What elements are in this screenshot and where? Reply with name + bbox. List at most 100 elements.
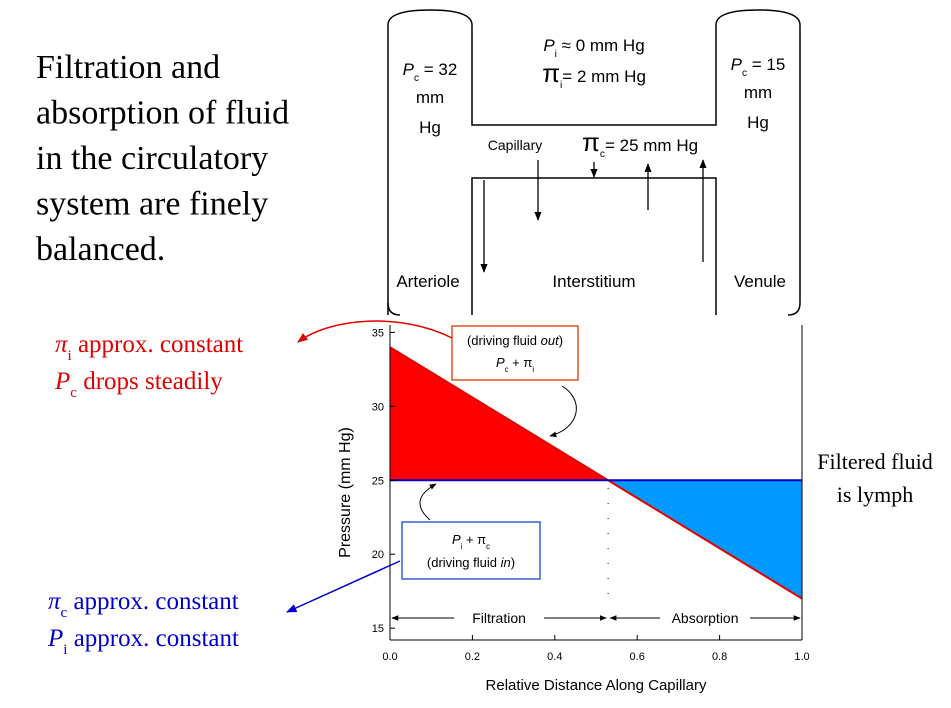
y-tick-label: 30 [372, 401, 384, 413]
arteriole-label: Arteriole [396, 272, 459, 291]
vessel-pressure-part: = 32 [419, 60, 457, 79]
vessel-pressure-part: c [414, 73, 419, 84]
title-line: absorption of fluid [36, 95, 289, 132]
title-line: balanced. [36, 231, 165, 268]
title-line: Filtration and [36, 49, 220, 86]
y-tick-label: 25 [372, 475, 384, 487]
vessel-corner [387, 302, 401, 316]
blue-note-part: i [63, 642, 67, 658]
title-line: system are finely [36, 186, 268, 223]
out-box-formula-part: π [523, 355, 532, 370]
blue-note: πc approx. constant [48, 588, 239, 621]
vessel-pressure: mm [744, 83, 772, 102]
blue-note-part: approx. constant [67, 588, 239, 615]
in-box-formula-part: π [477, 532, 486, 547]
vessel-pressure-part: P [731, 55, 743, 74]
out-box-text: (driving fluid out) [467, 333, 563, 348]
series-line [389, 346, 803, 600]
in-box-text-part: (driving fluid [427, 555, 501, 570]
capillary-oncotic-part: π [582, 127, 600, 157]
region-label: Absorption [672, 610, 739, 626]
out-box-formula-part: c [505, 365, 509, 374]
capillary-oncotic-part: c [600, 149, 605, 160]
interstitial-pressure-part: i [555, 49, 557, 60]
lymph-note: is lymph [837, 482, 913, 507]
red-note-part: drops steadily [77, 368, 223, 395]
out-box-formula-part: + [509, 355, 524, 370]
out-box-formula-part: P [496, 355, 505, 370]
capillary-label: Capillary [488, 137, 542, 153]
in-box [401, 521, 541, 580]
vessel-pressure-part: = 15 [747, 55, 785, 74]
vessel-pressure-part: P [403, 60, 415, 79]
interstitial-pressure-part: P [543, 36, 555, 55]
in-box-formula: Pi + πc [452, 532, 490, 551]
title-line: in the circulatory [36, 140, 268, 177]
x-tick-label: 0.8 [712, 651, 727, 663]
red-note-part: P [54, 368, 70, 395]
blue-note: Pi approx. constant [47, 625, 239, 658]
vessel-pressure-part: c [742, 68, 747, 79]
x-tick-label: 0.0 [382, 651, 397, 663]
in-box-text-part: ) [511, 555, 515, 570]
interstitial-oncotic: πi= 2 mm Hg [542, 58, 646, 91]
venule-label: Venule [734, 272, 786, 291]
out-box-text-part: out [541, 333, 560, 348]
y-axis-label: Pressure (mm Hg) [337, 427, 354, 558]
x-tick-label: 1.0 [794, 651, 809, 663]
vessel-pressure: Pc = 15 [731, 55, 786, 79]
in-box-formula-part: + [462, 532, 477, 547]
x-tick-label: 0.2 [465, 651, 480, 663]
x-axis-label: Relative Distance Along Capillary [486, 677, 707, 694]
red-note: Pc drops steadily [54, 368, 223, 401]
red-note-part: approx. constant [72, 331, 244, 358]
interstitial-oncotic-part: π [542, 58, 560, 88]
in-box-text-part: in [501, 555, 511, 570]
region-label: Filtration [472, 610, 526, 626]
vessel-upper [387, 9, 801, 316]
out-box-formula-part: i [532, 365, 534, 374]
flow-arrows [480, 159, 707, 273]
out-box-formula: Pc + πi [496, 355, 534, 374]
interstitial-oncotic-part: i [560, 80, 562, 91]
vessel-pressure: mm [416, 88, 444, 107]
x-tick-label: 0.6 [630, 651, 645, 663]
out-box-text-part: (driving fluid [467, 333, 541, 348]
in-box-text: (driving fluid in) [427, 555, 515, 570]
x-tick-label: 0.4 [547, 651, 562, 663]
vessel-pressure: Pc = 32 [403, 60, 458, 84]
out-box-text-part: ) [559, 333, 563, 348]
interstitial-pressure: Pi ≈ 0 mm Hg [543, 36, 644, 60]
vessel-pressure: Hg [419, 118, 441, 137]
vessel-lower [471, 177, 717, 315]
capillary-oncotic-part: = 25 mm Hg [605, 136, 698, 155]
in-box-formula-part: P [452, 532, 461, 547]
red-note: πi approx. constant [55, 331, 243, 364]
vessel-outline [387, 9, 801, 316]
blue-note-part: approx. constant [67, 625, 239, 652]
red-note-part: π [55, 331, 69, 358]
y-tick-label: 20 [372, 549, 384, 561]
vessel-pressure: Hg [747, 113, 769, 132]
red-note-part: i [68, 348, 72, 364]
out-box [451, 325, 579, 381]
in-box-formula-part: i [461, 542, 463, 551]
blue-note-arrow [286, 560, 401, 613]
red-note-part: c [70, 385, 77, 401]
interstitial-oncotic-part: = 2 mm Hg [562, 67, 646, 86]
red-note-arrow [297, 320, 453, 343]
blue-note-part: P [47, 625, 63, 652]
lymph-note: Filtered fluid [817, 449, 932, 474]
interstitial-pressure-part: ≈ 0 mm Hg [557, 36, 645, 55]
blue-note-part: π [48, 588, 62, 615]
y-tick-label: 35 [372, 327, 384, 339]
blue-note-part: c [61, 605, 68, 621]
capillary-oncotic: πc= 25 mm Hg [582, 127, 698, 160]
in-box-formula-part: c [486, 542, 490, 551]
out-arrow [549, 385, 577, 438]
interstitium-label: Interstitium [552, 272, 635, 291]
y-tick-label: 15 [372, 623, 384, 635]
in-arrow [419, 483, 437, 521]
